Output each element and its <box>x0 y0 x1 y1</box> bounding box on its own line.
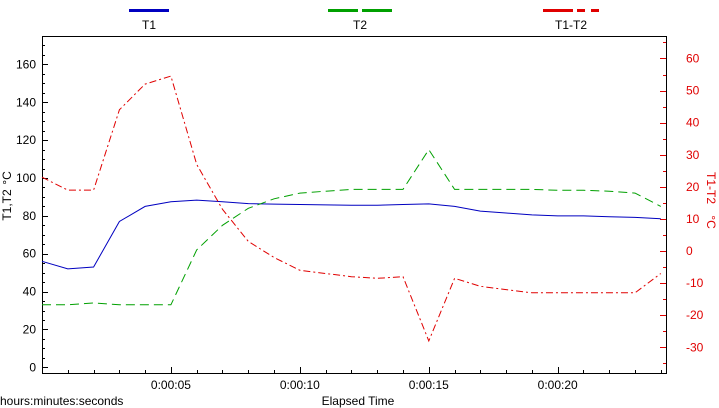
x-axis-title: Elapsed Time <box>322 394 395 408</box>
left-tick-label: 40 <box>23 285 37 299</box>
left-tick-label: 20 <box>23 322 37 336</box>
right-tick-label: -20 <box>686 308 704 322</box>
right-tick-label: 0 <box>686 244 693 258</box>
left-y-axis: 0 20 40 60 80 100 120 140 160 <box>16 45 48 374</box>
plot-area-frame <box>42 36 667 374</box>
right-tick-label: -30 <box>686 340 704 354</box>
x-format-label: hours:minutes:seconds <box>0 394 123 408</box>
right-tick-label: 40 <box>686 116 700 130</box>
x-tick-label: 0:00:05 <box>151 378 191 392</box>
right-y-axis: -30 -20 -10 0 10 20 30 40 50 60 <box>660 42 704 364</box>
right-tick-label: 50 <box>686 84 700 98</box>
legend-label: T1 <box>142 18 156 32</box>
x-axis: 0:00:05 0:00:10 0:00:15 0:00:20 <box>68 367 662 392</box>
series-line-t2 <box>42 148 662 306</box>
legend-label: T2 <box>353 18 367 32</box>
right-tick-label: 10 <box>686 212 700 226</box>
x-tick-label: 0:00:20 <box>538 378 578 392</box>
left-tick-label: 80 <box>23 209 37 223</box>
right-tick-label: 20 <box>686 180 700 194</box>
right-axis-title: T1-T2 <box>704 172 718 204</box>
series-line-t1 <box>41 199 661 270</box>
left-axis-unit: °C <box>0 171 14 185</box>
x-tick-label: 0:00:10 <box>280 378 320 392</box>
right-tick-label: 30 <box>686 148 700 162</box>
x-tick-label: 0:00:15 <box>409 378 449 392</box>
left-tick-label: 120 <box>16 133 36 147</box>
left-tick-label: 160 <box>16 57 36 71</box>
series-layer <box>41 75 662 343</box>
left-axis-title: T1,T2 <box>0 189 14 221</box>
series-line-t1-t2 <box>41 75 662 343</box>
left-tick-label: 0 <box>29 360 36 374</box>
right-tick-label: -10 <box>686 276 704 290</box>
left-tick-label: 60 <box>23 247 37 261</box>
legend-label: T1-T2 <box>555 18 587 32</box>
left-tick-label: 140 <box>16 95 36 109</box>
right-axis-unit: °C <box>704 215 718 229</box>
left-tick-label: 100 <box>16 171 36 185</box>
right-tick-label: 60 <box>686 51 700 65</box>
legend: T1 T2 T1-T2 <box>129 9 599 32</box>
